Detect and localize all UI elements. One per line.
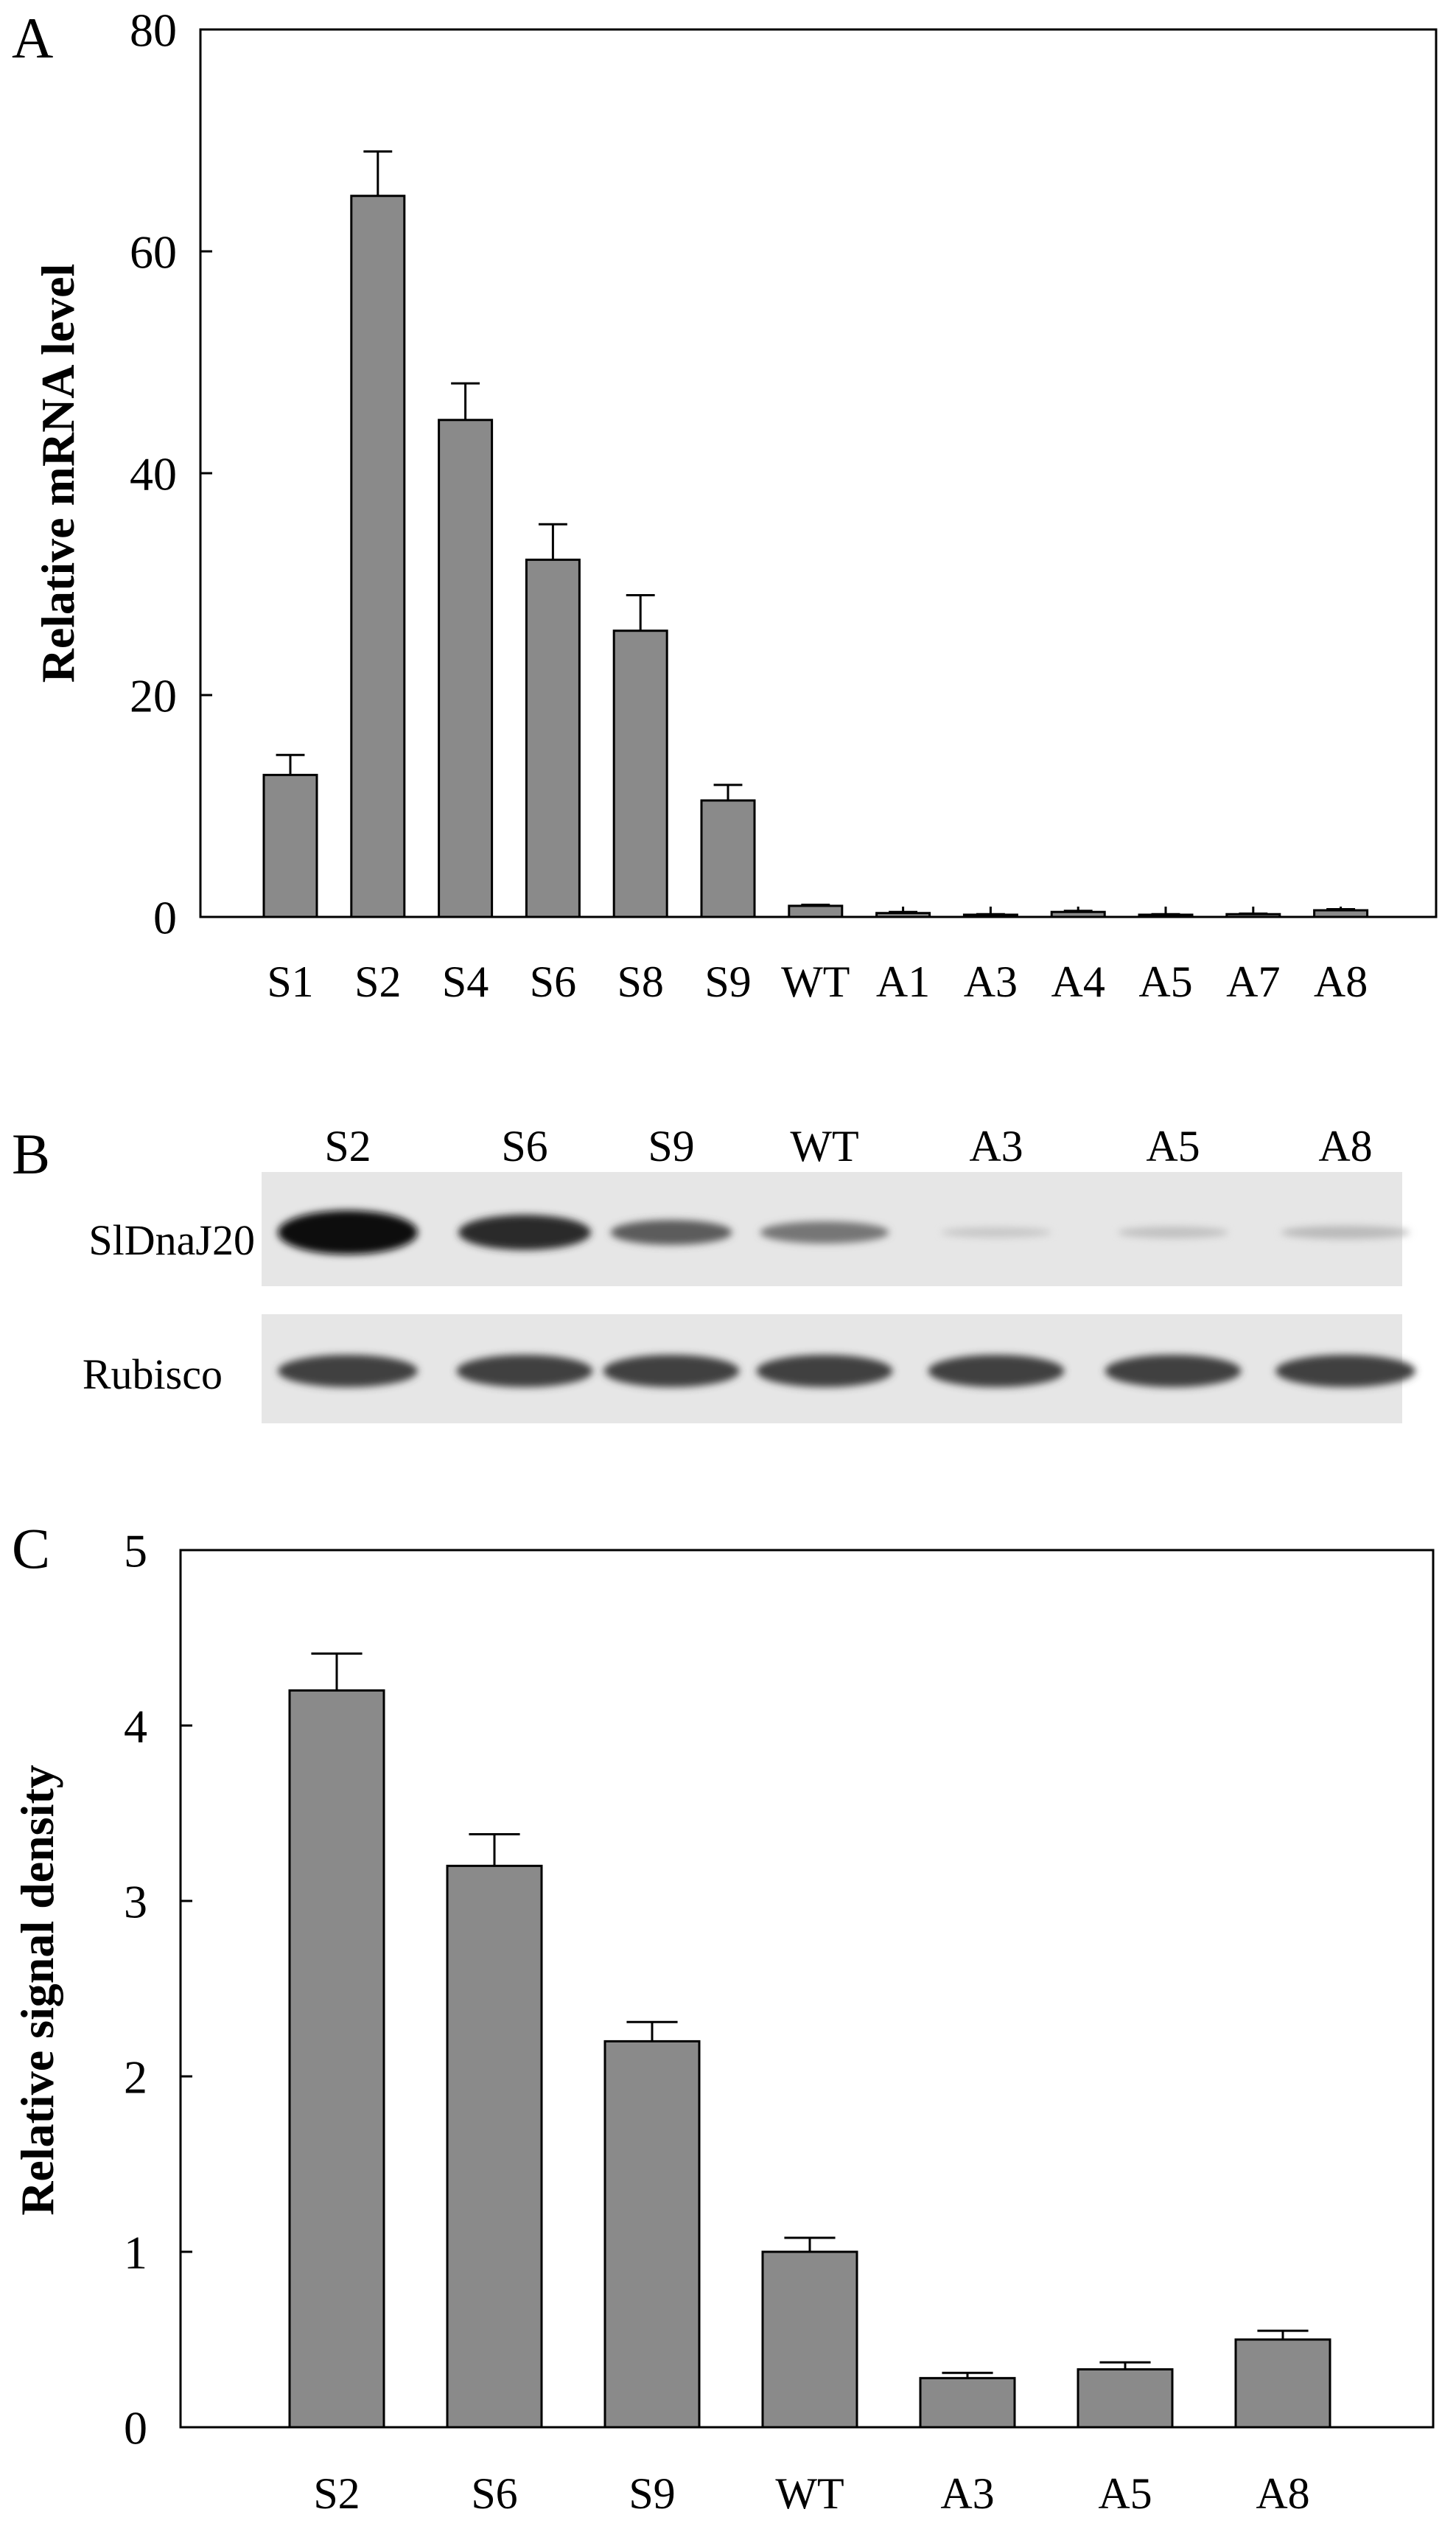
chart-a-x-tick-label: S1 [267, 957, 313, 1006]
chart-c-bar-wt [761, 2250, 858, 2429]
chart-a-x-tick-label: S6 [530, 957, 576, 1006]
chart-c-bar-s6 [446, 1864, 543, 2429]
panel-label-b: B [12, 1122, 50, 1186]
chart-c-x-tick-label: A5 [1098, 2469, 1152, 2518]
chart-c-bar-s9 [603, 2040, 701, 2429]
chart-c-bar-a8 [1234, 2338, 1331, 2429]
chart-c-y-tick-label: 2 [124, 2051, 147, 2103]
chart-a-y-tick-label: 20 [130, 669, 177, 722]
blot-band-sldnaj20-wt [760, 1221, 889, 1243]
blot-band-rubisco-wt [756, 1355, 893, 1387]
chart-c-bar-a5 [1077, 2368, 1174, 2429]
chart-a-y-tick-label: 80 [130, 4, 177, 56]
chart-a-bar-wt [788, 904, 844, 918]
chart-a-bar-s1 [262, 773, 318, 918]
chart-c-x-tick-label: S9 [629, 2469, 675, 2518]
chart-c-x-tick-label: S2 [313, 2469, 360, 2518]
chart-a-bar-s8 [612, 629, 668, 918]
chart-c-x-tick-label: WT [775, 2469, 844, 2518]
chart-a-y-tick-label: 60 [130, 226, 177, 278]
chart-a-y-axis-label: Relative mRNA level [32, 264, 84, 683]
chart-c-y-tick-label: 4 [124, 1700, 147, 1752]
panel-label-a: A [12, 6, 53, 70]
blot-band-rubisco-a5 [1105, 1355, 1242, 1387]
chart-a: Relative mRNA level 0 20 40 60 80 S1 S2 S4 S6 S8 S… [32, 4, 1438, 1006]
blot-band-sldnaj20-a3 [941, 1227, 1051, 1238]
blot-band-sldnaj20-s2 [278, 1210, 418, 1255]
chart-a-bar-a4 [1050, 910, 1106, 918]
chart-c-y-tick-label: 3 [124, 1875, 147, 1927]
chart-a-x-tick-label: S4 [442, 957, 489, 1006]
chart-a-bar-s9 [700, 799, 756, 918]
chart-a-bar-s4 [438, 419, 494, 918]
chart-c-y-tick-label: 0 [124, 2401, 147, 2454]
chart-c-x-tick-label: A8 [1256, 2469, 1309, 2518]
chart-a-x-tick-label: A7 [1226, 957, 1280, 1006]
blot-band-sldnaj20-s6 [458, 1215, 591, 1250]
chart-a-bar-a8 [1313, 909, 1369, 918]
blot-lane-label-a5: A5 [1146, 1122, 1200, 1170]
blot-lane-label-a3: A3 [969, 1122, 1023, 1170]
chart-a-x-tick-label: S8 [617, 957, 664, 1006]
blot-lane-label-s6: S6 [501, 1122, 547, 1170]
blot-band-rubisco-a8 [1275, 1355, 1415, 1387]
chart-a-x-tick-label: A8 [1314, 957, 1368, 1006]
blot-band-rubisco-a3 [928, 1355, 1065, 1387]
panel-label-c: C [12, 1516, 50, 1580]
chart-a-x-tick-label: A4 [1051, 957, 1105, 1006]
chart-a-x-tick-label: A3 [964, 957, 1018, 1006]
chart-a-y-tick-label: 40 [130, 447, 177, 500]
blot-band-sldnaj20-s9 [610, 1220, 732, 1245]
chart-a-bar-s2 [350, 195, 406, 918]
chart-a-x-tick-label: S2 [354, 957, 401, 1006]
blot-row-label-rubisco: Rubisco [83, 1350, 223, 1398]
chart-a-y-tick-label: 0 [153, 891, 177, 943]
chart-c-x-tick-label: A3 [940, 2469, 994, 2518]
blot-band-sldnaj20-a5 [1118, 1227, 1228, 1238]
blot-row-label-sldnaj20: SlDnaJ20 [88, 1216, 255, 1264]
chart-c-x-tick-label: S6 [471, 2469, 517, 2518]
chart-c-y-tick-label: 1 [124, 2226, 147, 2278]
blot-band-sldnaj20-a8 [1281, 1226, 1410, 1239]
chart-a-x-tick-label: WT [781, 957, 850, 1006]
blot-band-rubisco-s9 [603, 1355, 740, 1387]
chart-c: Relative signal density 0 1 2 3 4 5 S2 S6 S9 WT A3… [11, 1524, 1435, 2518]
blot-band-rubisco-s6 [456, 1355, 593, 1387]
blot-lane-label-a8: A8 [1318, 1122, 1372, 1170]
chart-c-bar-a3 [919, 2376, 1016, 2429]
chart-a-x-tick-label: A5 [1138, 957, 1192, 1006]
chart-c-bar-s2 [288, 1689, 385, 2429]
blot-lane-label-s9: S9 [648, 1122, 694, 1170]
chart-a-bar-a1 [875, 912, 931, 918]
chart-c-y-axis-label: Relative signal density [11, 1765, 63, 2216]
chart-c-y-tick-label: 5 [124, 1524, 147, 1577]
chart-a-bar-s6 [525, 558, 581, 918]
chart-a-x-tick-label: S9 [704, 957, 751, 1006]
blot-lane-label-s2: S2 [324, 1122, 371, 1170]
blot-band-rubisco-s2 [278, 1355, 418, 1387]
western-blot: SlDnaJ20 Rubisco S2 S6 S9 WT A3 A5 A8 [83, 1122, 1415, 1423]
chart-a-x-tick-label: A1 [876, 957, 930, 1006]
blot-lane-label-wt: WT [790, 1122, 858, 1170]
